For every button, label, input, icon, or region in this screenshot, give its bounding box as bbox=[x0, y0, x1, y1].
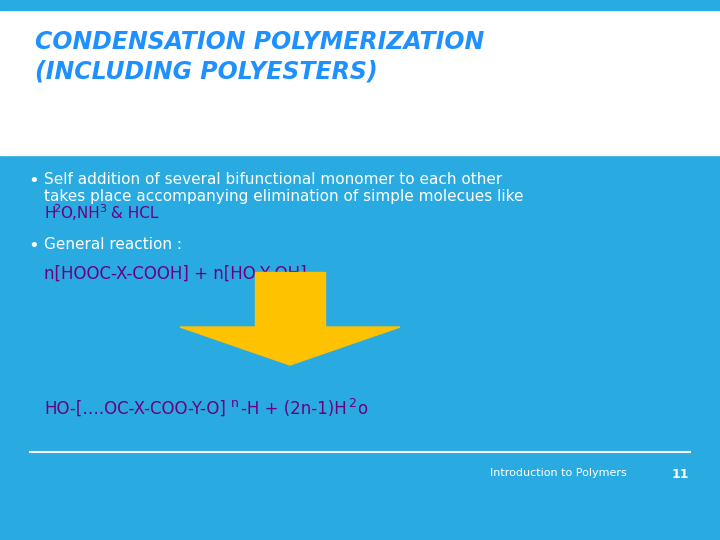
Bar bbox=[0, 0, 720, 155]
Text: 2: 2 bbox=[53, 204, 60, 214]
Bar bbox=[0, 0, 720, 10]
Text: O,NH: O,NH bbox=[60, 206, 100, 221]
Text: 11: 11 bbox=[672, 468, 690, 481]
Polygon shape bbox=[180, 327, 400, 365]
Text: General reaction :: General reaction : bbox=[44, 237, 182, 252]
Text: n: n bbox=[231, 397, 239, 410]
Text: & HCL: & HCL bbox=[106, 206, 158, 221]
Text: Introduction to Polymers: Introduction to Polymers bbox=[490, 468, 626, 478]
Text: H: H bbox=[44, 206, 55, 221]
Text: (INCLUDING POLYESTERS): (INCLUDING POLYESTERS) bbox=[35, 60, 377, 84]
Text: •: • bbox=[28, 237, 39, 255]
Text: 2: 2 bbox=[348, 397, 356, 410]
Text: Self addition of several bifunctional monomer to each other: Self addition of several bifunctional mo… bbox=[44, 172, 503, 187]
Text: 3: 3 bbox=[99, 204, 106, 214]
Text: n[HOOC-X-COOH] + n[HO-Y-OH]: n[HOOC-X-COOH] + n[HO-Y-OH] bbox=[44, 265, 307, 283]
Bar bbox=[255, 272, 325, 327]
Text: HO-[….OC-X-COO-Y-O]: HO-[….OC-X-COO-Y-O] bbox=[44, 400, 226, 418]
Text: o: o bbox=[357, 400, 367, 418]
Text: takes place accompanying elimination of simple molecues like: takes place accompanying elimination of … bbox=[44, 189, 523, 204]
Text: -H + (2n-1)H: -H + (2n-1)H bbox=[241, 400, 347, 418]
Text: CONDENSATION POLYMERIZATION: CONDENSATION POLYMERIZATION bbox=[35, 30, 485, 54]
Text: •: • bbox=[28, 172, 39, 190]
